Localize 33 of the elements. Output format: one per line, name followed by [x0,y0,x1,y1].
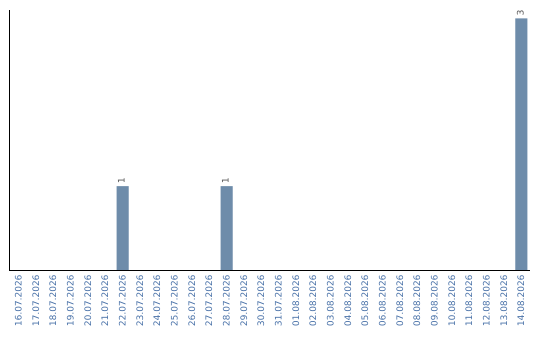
x-tick-label: 22.07.2026 [118,274,129,326]
data-label: 3 [516,10,526,16]
x-tick-label: 10.08.2026 [448,274,458,326]
x-tick-label: 13.08.2026 [500,274,510,326]
x-tick-label: 26.07.2026 [188,274,198,326]
x-tick-label: 01.08.2026 [292,274,302,326]
x-tick-label: 16.07.2026 [14,274,25,326]
x-tick-label: 23.07.2026 [136,274,146,326]
x-tick-label: 06.08.2026 [378,274,389,326]
x-tick-label: 30.07.2026 [257,274,268,326]
x-tick-label: 20.07.2026 [84,274,94,326]
x-tick-label: 28.07.2026 [222,274,233,326]
data-label: 1 [118,177,128,184]
x-tick-label: 09.08.2026 [430,274,441,326]
x-tick-label: 07.08.2026 [396,274,406,326]
x-tick-label: 12.08.2026 [482,274,493,326]
x-tick-label: 04.08.2026 [344,274,354,326]
x-tick-label: 08.08.2026 [413,274,424,326]
x-tick-label: 21.07.2026 [101,274,112,326]
x-tick-label: 27.07.2026 [205,274,216,326]
x-tick-label: 24.07.2026 [153,274,164,326]
x-tick-label: 02.08.2026 [309,274,320,326]
x-tick-label: 03.08.2026 [326,274,337,326]
x-tick-label: 18.07.2026 [49,274,60,326]
x-tick-label: 29.07.2026 [240,274,250,326]
x-tick-label: 05.08.2026 [361,274,372,326]
x-tick-label: 11.08.2026 [465,274,476,326]
x-tick-label: 14.08.2026 [517,274,528,326]
x-tick-label: 17.07.2026 [32,274,42,326]
x-tick-label: 31.07.2026 [274,274,285,326]
data-label: 1 [222,177,232,184]
x-tick-label: 25.07.2026 [170,274,181,326]
x-tick-label: 19.07.2026 [66,274,77,326]
